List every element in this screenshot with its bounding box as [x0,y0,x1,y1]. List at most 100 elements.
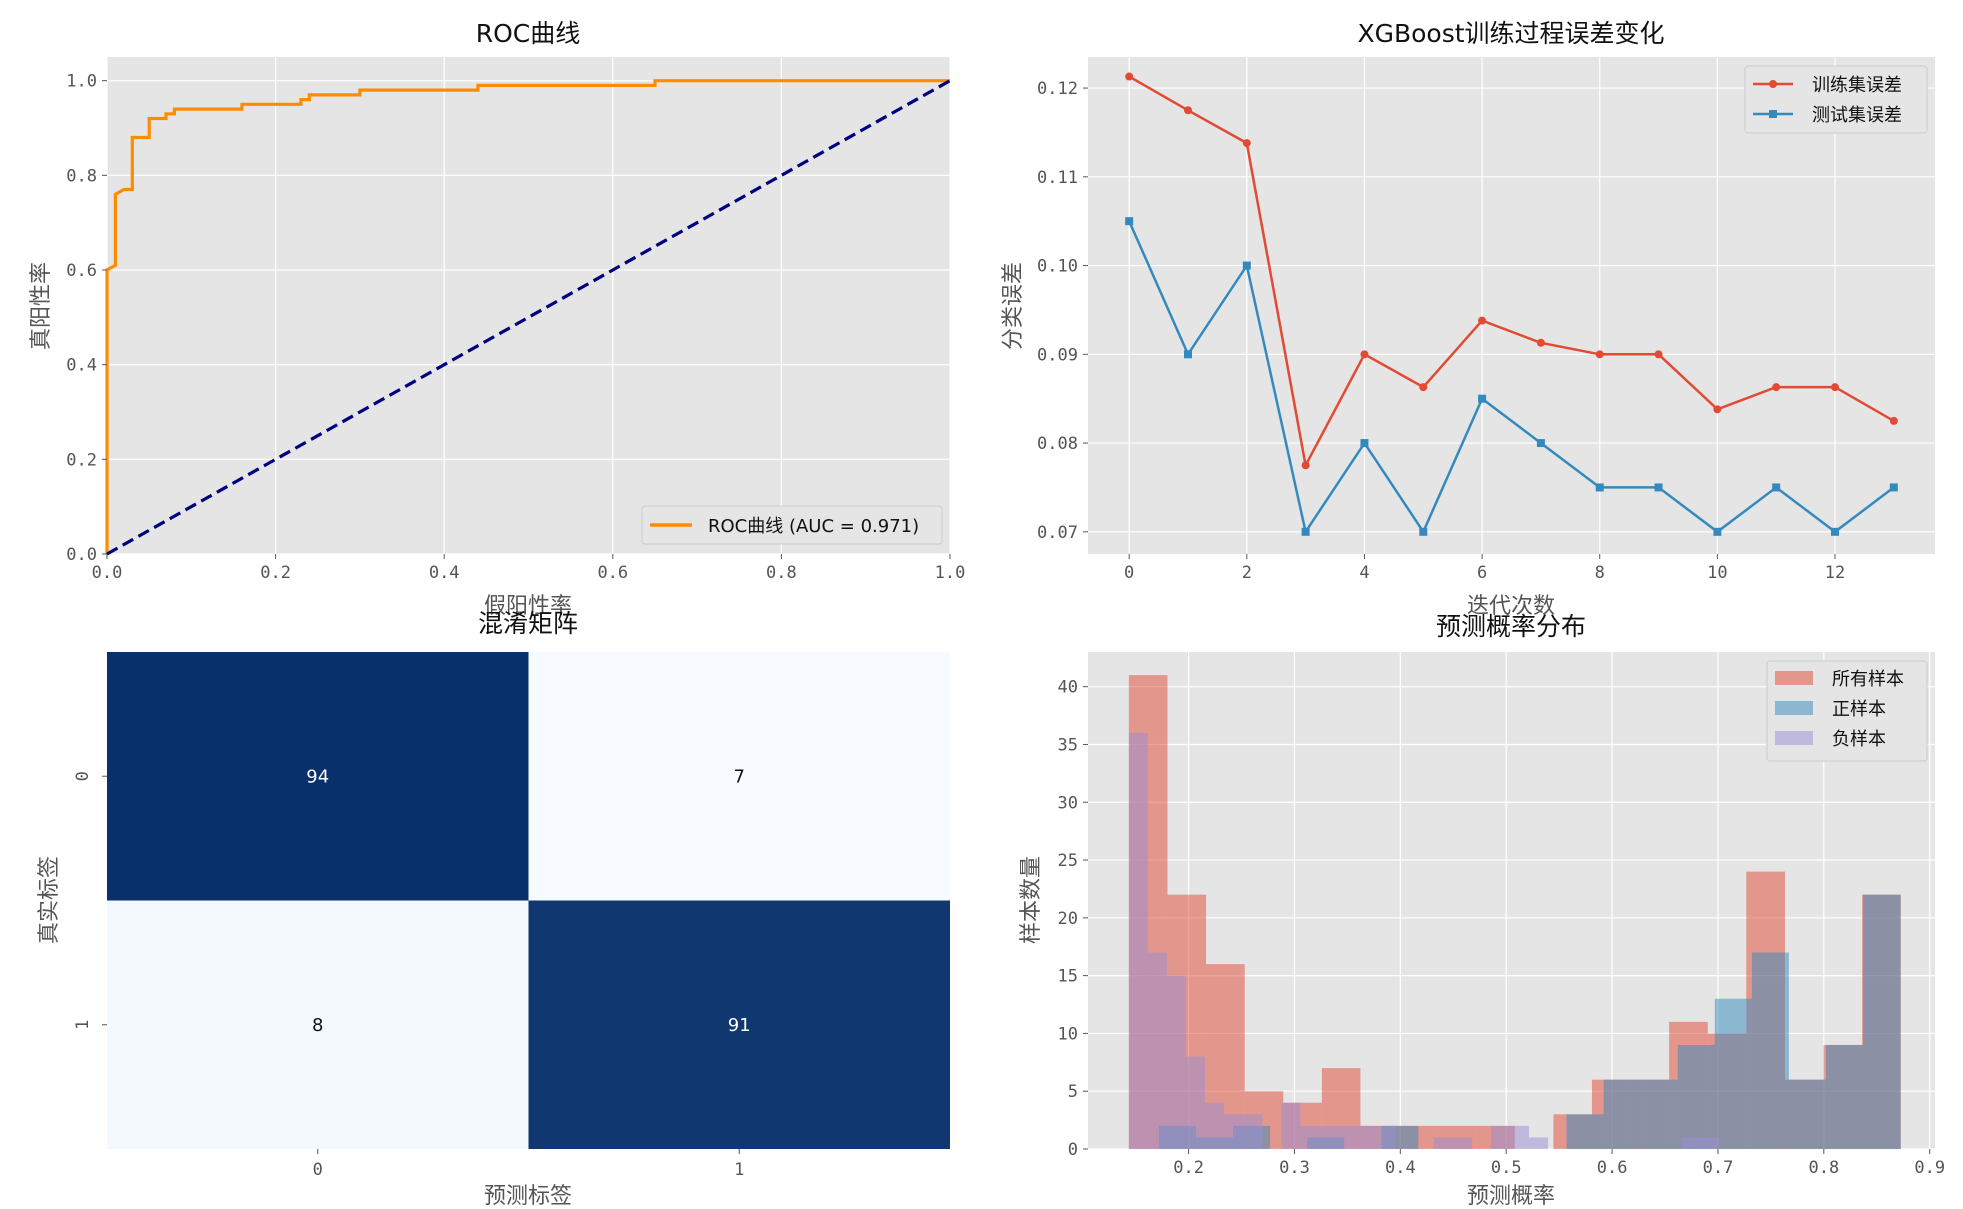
histogram-xtick-label: 0.3 [1279,1158,1310,1178]
histogram-xlabel: 预测概率 [1467,1184,1555,1209]
histogram-legend-swatch-pos [1775,701,1813,715]
histogram-bar-neg [1147,952,1167,1149]
histogram-bar-neg [1224,1114,1244,1149]
error-xtick-label: 8 [1595,563,1605,583]
histogram-bar-neg [1452,1137,1472,1149]
error-point-test [1536,439,1545,448]
error-point-test [1772,483,1781,492]
roc-xtick-label: 0.8 [766,563,797,583]
histogram-bar-neg [1376,1125,1396,1149]
histogram-bar-neg [1510,1125,1530,1149]
histogram-bar-pos [1714,998,1752,1149]
error-point-test [1125,217,1134,226]
error-point-train [1536,338,1545,347]
roc-xtick-label: 0.0 [92,563,123,583]
histogram-bar-neg [1281,1102,1301,1149]
histogram-bar-pos [1640,1079,1678,1149]
histogram-legend-label-neg: 负样本 [1832,729,1886,750]
error-plot-area [1088,57,1935,554]
histogram-legend-swatch-neg [1775,731,1813,745]
confusion-cell [528,900,950,1149]
error-legend-label-test: 测试集误差 [1812,105,1902,126]
histogram-ytick-label: 35 [1058,735,1078,755]
error-title: XGBoost训练过程误差变化 [1357,19,1664,48]
error-point-test [1889,483,1898,492]
histogram-bar-pos [1863,894,1901,1149]
error-point-train [1831,383,1840,392]
error-line-test [1128,220,1895,535]
error-point-test [1242,261,1251,270]
error-ytick-label: 0.11 [1037,168,1078,188]
roc-plot-area [107,57,950,554]
confusion-title: 混淆矩阵 [478,609,578,638]
histogram-bars [1128,675,1901,1149]
histogram-ticks: 0.2 0.3 0.4 0.5 0.6 0.7 0.8 0.9 0 5 10 15 20 25 30 35 40 [1058,678,1946,1178]
roc-xtick-label: 0.4 [429,563,460,583]
histogram-bar-pos [1603,1079,1641,1149]
roc-ylabel: 真阳性率 [29,262,54,350]
error-point-train [1595,350,1604,359]
roc-xtick-label: 0.2 [260,563,291,583]
histogram-ytick-label: 0 [1068,1140,1078,1160]
roc-xtick-label: 0.6 [597,563,628,583]
error-point-test [1478,394,1487,403]
histogram-bar-neg [1433,1137,1453,1149]
error-xtick-label: 10 [1707,563,1727,583]
error-point-train [1360,350,1369,359]
histogram-bar-neg [1205,1102,1225,1149]
roc-ticks: 0.0 0.2 0.4 0.6 0.8 1.0 0.0 0.2 0.4 0.6 0.8 1.0 [66,72,965,583]
histogram-ytick-label: 30 [1058,793,1078,813]
histogram-ytick-label: 5 [1068,1082,1078,1102]
error-ytick-label: 0.07 [1037,523,1078,543]
histogram-ylabel: 样本数量 [1019,856,1044,944]
error-point-train [1125,72,1134,81]
histogram-ytick-label: 40 [1058,678,1078,698]
histogram-xtick-label: 0.6 [1597,1158,1628,1178]
error-point-test [1419,527,1428,536]
histogram-xtick-label: 0.2 [1173,1158,1204,1178]
histogram-bar-neg [1490,1125,1511,1149]
histogram-bar-neg [1357,1125,1377,1149]
confusion-xtick-label: 1 [734,1160,744,1180]
histogram-bar-neg [1529,1137,1549,1149]
error-ylabel: 分类误差 [1001,262,1026,350]
error-legend-marker-test [1769,110,1777,118]
roc-title: ROC曲线 [476,19,581,48]
error-xtick-label: 4 [1359,563,1369,583]
histogram-bar-pos [1566,1114,1604,1149]
roc-grid [106,57,951,555]
error-xtick-label: 0 [1124,563,1134,583]
histogram-xtick-label: 0.8 [1808,1158,1839,1178]
histogram-ytick-label: 25 [1058,851,1078,871]
error-point-train [1713,405,1722,414]
error-legend-marker-train [1769,80,1777,88]
confusion-cell [107,652,529,901]
error-point-train [1242,139,1251,148]
confusion-ytick-label: 0 [73,771,93,781]
error-point-test [1360,439,1369,448]
histogram-bar-neg [1338,1125,1358,1149]
roc-series [105,79,951,556]
error-point-train [1419,383,1428,392]
roc-xtick-label: 1.0 [935,563,966,583]
histogram-xtick-label: 0.7 [1703,1158,1734,1178]
roc-chart: 0.0 0.2 0.4 0.6 0.8 1.0 0.0 0.2 0.4 0.6 0.8 1.0 ROC… [29,19,965,619]
histogram-bar-neg [1166,975,1187,1149]
error-point-train [1889,416,1898,425]
histogram-bar-neg [1700,1137,1720,1149]
confusion-xtick-label: 0 [313,1160,323,1180]
roc-legend-label: ROC曲线 (AUC = 0.971) [708,516,919,537]
histogram-bar-pos [1677,1044,1715,1149]
confusion-cells: 94 7 8 91 [107,652,950,1149]
histogram-xtick-label: 0.9 [1914,1158,1945,1178]
roc-legend: ROC曲线 (AUC = 0.971) [641,505,943,545]
error-grid [1088,57,1935,554]
error-point-test [1183,350,1192,359]
histogram-bar-neg [1243,1114,1263,1149]
histogram-legend-swatch-all [1775,671,1813,685]
error-point-train [1301,461,1310,470]
histogram-bar-neg [1128,732,1148,1149]
histogram-xtick-label: 0.5 [1491,1158,1522,1178]
histogram-ytick-label: 10 [1058,1024,1078,1044]
histogram-legend-label-all: 所有样本 [1832,669,1904,690]
